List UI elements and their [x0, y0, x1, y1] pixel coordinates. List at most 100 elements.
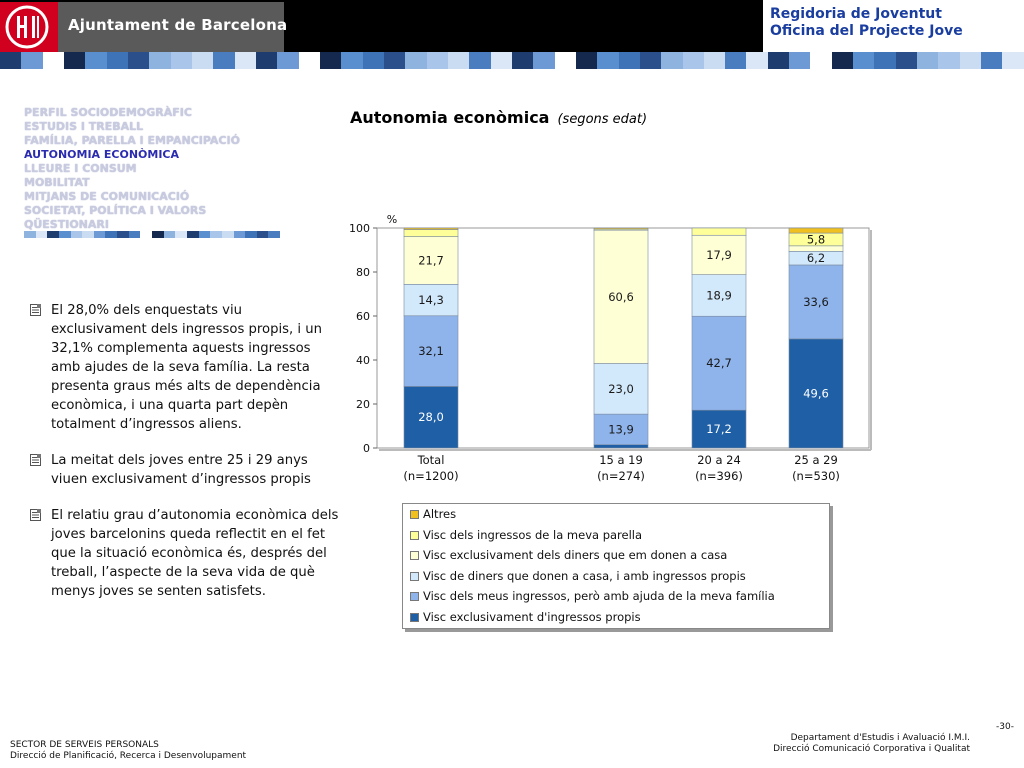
legend-entry: Visc de diners que donen a casa, i amb i…: [403, 566, 829, 587]
x-tick-label: Total: [417, 453, 445, 467]
x-tick-label: 25 a 29: [794, 453, 838, 467]
department-line-2: Oficina del Projecte Jove: [770, 23, 963, 39]
paragraph-text: El 28,0% dels enquestats viu exclusivame…: [51, 303, 322, 432]
section-nav: PERFIL SOCIODEMOGRÀFIC ESTUDIS I TREBALL…: [24, 106, 240, 232]
bar-segment: [788, 245, 844, 252]
x-tick-sublabel: (n=530): [792, 469, 840, 483]
mosaic-tile: [152, 231, 164, 238]
mosaic-tile: [277, 52, 299, 69]
legend-swatch: [410, 551, 419, 560]
legend-swatch: [410, 592, 419, 601]
mosaic-tile: [938, 52, 960, 69]
note-bullet-icon: [30, 509, 41, 521]
chart-subtitle: (segons edat): [557, 112, 648, 127]
mosaic-tile: [170, 52, 192, 69]
legend-entry: Visc dels meus ingressos, però amb ajuda…: [403, 586, 829, 607]
chart-legend: Altres Visc dels ingressos de la meva par…: [402, 503, 830, 629]
legend-label: Visc dels ingressos de la meva parella: [423, 527, 643, 542]
mosaic-tile: [405, 52, 427, 69]
mosaic-tile: [106, 52, 128, 69]
nav-mosaic-strip: [24, 231, 281, 238]
legend-entry: Visc exclusivament dels diners que em do…: [403, 545, 829, 566]
nav-item-perfil-sociodemografic[interactable]: PERFIL SOCIODEMOGRÀFIC: [24, 106, 192, 119]
data-label: 60,6: [608, 290, 634, 304]
mosaic-tile: [128, 231, 141, 238]
mosaic-tile: [746, 52, 768, 69]
mosaic-tile: [234, 52, 256, 69]
paragraph: El relatiu grau d’autonomia econòmica de…: [30, 506, 340, 601]
y-tick-label: 20: [356, 398, 370, 411]
bar-segment: [403, 236, 459, 285]
nav-item-mitjans-de-comunicacio[interactable]: MITJANS DE COMUNICACIÓ: [24, 190, 190, 203]
mosaic-tile: [163, 231, 176, 238]
mosaic-tile: [42, 52, 64, 69]
mosaic-tile: [221, 231, 234, 238]
nav-item-lleure-i-consum[interactable]: LLEURE I CONSUM: [24, 162, 137, 175]
mosaic-tile: [0, 52, 22, 69]
footer-left: SECTOR DE SERVEIS PERSONALS Direcció de …: [10, 740, 246, 762]
mosaic-tile: [959, 52, 982, 69]
paragraph-text: La meitat dels joves entre 25 i 29 anys …: [51, 453, 311, 487]
mosaic-tile: [63, 52, 86, 69]
mosaic-tile: [255, 52, 278, 69]
data-label: 33,6: [803, 295, 829, 309]
mosaic-tile: [70, 231, 83, 238]
nav-item-societat-politica[interactable]: SOCIETAT, POLÍTICA I VALORS: [24, 204, 207, 217]
mosaic-tile: [362, 52, 384, 69]
department-title: Regidoria de Joventut Oficina del Projec…: [770, 6, 963, 40]
data-label: 6,2: [807, 251, 825, 265]
y-axis-label: %: [387, 213, 397, 226]
mosaic-tile: [127, 52, 150, 69]
x-tick-label: 20 a 24: [697, 453, 741, 467]
mosaic-tile: [725, 52, 747, 69]
y-tick-label: 80: [356, 266, 370, 279]
mosaic-tile: [554, 52, 576, 69]
bar-segment: [593, 363, 649, 415]
y-tick-label: 100: [349, 222, 370, 235]
note-bullet-icon: [30, 304, 41, 316]
mosaic-tile: [149, 52, 171, 69]
mosaic-tile: [319, 52, 342, 69]
mosaic-tile: [703, 52, 726, 69]
bar-segment: [691, 274, 747, 317]
data-label: 23,0: [608, 382, 634, 396]
chart-title: Autonomia econòmica (segons edat): [350, 108, 647, 127]
mosaic-tile: [469, 52, 491, 69]
mosaic-tile: [575, 52, 598, 69]
legend-entry: Visc exclusivament d'ingressos propis: [403, 607, 829, 628]
mosaic-tile: [831, 52, 854, 69]
mosaic-tile: [233, 231, 246, 238]
nav-item-estudis-i-treball[interactable]: ESTUDIS I TREBALL: [24, 120, 144, 133]
nav-item-familia-parella[interactable]: FAMÍLIA, PARELLA I EMPANCIPACIÓ: [24, 134, 240, 147]
brand-name: Ajuntament de Barcelona: [68, 16, 288, 34]
x-tick-label: 15 a 19: [599, 453, 643, 467]
mosaic-tile: [917, 52, 939, 69]
paragraph: El 28,0% dels enquestats viu exclusivame…: [30, 301, 340, 434]
mosaic-tile: [981, 52, 1003, 69]
mosaic-tile: [341, 52, 363, 69]
mosaic-tile: [186, 231, 199, 238]
mosaic-tile: [268, 231, 281, 238]
data-label: 42,7: [706, 356, 732, 370]
nav-item-autonomia-economica[interactable]: AUTONOMIA ECONÒMICA: [24, 148, 180, 161]
nav-item-questionari[interactable]: QÜESTIONARI: [24, 218, 109, 231]
data-label: 21,7: [418, 253, 444, 267]
bar-segment: [788, 227, 844, 234]
header-mosaic-strip: [0, 52, 1024, 69]
mosaic-tile: [85, 52, 107, 69]
mosaic-tile: [895, 52, 918, 69]
mosaic-tile: [210, 231, 222, 238]
legend-swatch: [410, 530, 419, 540]
mosaic-tile: [245, 231, 257, 238]
footer-comunicacio: Direcció Comunicació Corporativa i Quali…: [773, 744, 970, 754]
mosaic-tile: [682, 52, 704, 69]
mosaic-tile: [447, 52, 470, 69]
legend-label: Visc dels meus ingressos, però amb ajuda…: [423, 589, 775, 603]
legend-label: Visc exclusivament d'ingressos propis: [423, 609, 641, 624]
legend-entry: Visc dels ingressos de la meva parella: [403, 525, 829, 546]
x-tick-sublabel: (n=1200): [403, 469, 458, 483]
nav-item-mobilitat[interactable]: MOBILITAT: [24, 176, 90, 189]
mosaic-tile: [175, 231, 187, 238]
paragraph-text: El relatiu grau d’autonomia econòmica de…: [51, 508, 339, 599]
x-tick-sublabel: (n=274): [597, 469, 645, 483]
